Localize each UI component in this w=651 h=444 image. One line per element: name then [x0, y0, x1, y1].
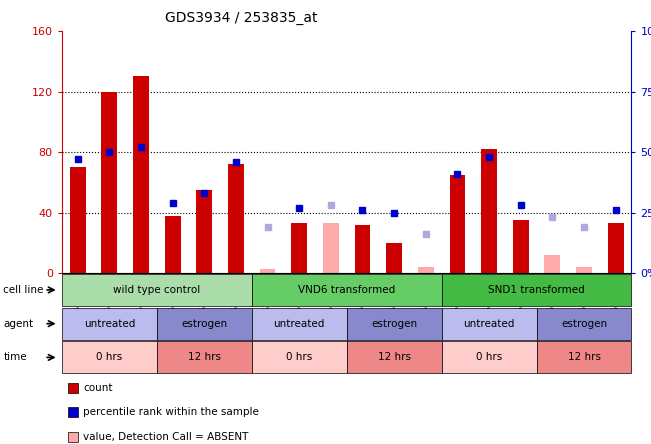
Bar [165, 216, 180, 273]
Text: estrogen: estrogen [371, 319, 417, 329]
Text: 12 hrs: 12 hrs [187, 353, 221, 362]
Bar [70, 167, 85, 273]
Text: estrogen: estrogen [181, 319, 227, 329]
Text: GDS3934 / 253835_at: GDS3934 / 253835_at [165, 11, 317, 25]
Bar [513, 220, 529, 273]
Text: 0 hrs: 0 hrs [476, 353, 502, 362]
Bar [197, 190, 212, 273]
Bar [102, 91, 117, 273]
Bar [323, 223, 339, 273]
Text: 0 hrs: 0 hrs [96, 353, 122, 362]
Text: 12 hrs: 12 hrs [568, 353, 600, 362]
Text: cell line: cell line [3, 285, 44, 295]
Text: 12 hrs: 12 hrs [378, 353, 411, 362]
Bar [355, 225, 370, 273]
Text: 0 hrs: 0 hrs [286, 353, 312, 362]
Text: untreated: untreated [273, 319, 325, 329]
Bar [386, 243, 402, 273]
Text: percentile rank within the sample: percentile rank within the sample [83, 407, 259, 417]
Bar [133, 76, 149, 273]
Bar [228, 164, 244, 273]
Text: untreated: untreated [464, 319, 515, 329]
Text: count: count [83, 383, 113, 393]
Text: time: time [3, 353, 27, 362]
Bar [481, 149, 497, 273]
Bar [449, 175, 465, 273]
Text: SND1 transformed: SND1 transformed [488, 285, 585, 295]
Bar [291, 223, 307, 273]
Bar [608, 223, 624, 273]
Text: VND6 transformed: VND6 transformed [298, 285, 395, 295]
Bar [418, 267, 434, 273]
Text: estrogen: estrogen [561, 319, 607, 329]
Text: untreated: untreated [83, 319, 135, 329]
Text: wild type control: wild type control [113, 285, 201, 295]
Bar [576, 267, 592, 273]
Text: agent: agent [3, 319, 33, 329]
Bar [544, 255, 561, 273]
Bar [260, 269, 275, 273]
Text: value, Detection Call = ABSENT: value, Detection Call = ABSENT [83, 432, 249, 442]
